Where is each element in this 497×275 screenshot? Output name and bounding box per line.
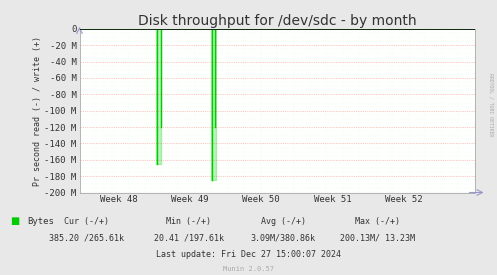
- Text: ■: ■: [10, 216, 19, 226]
- Text: 20.41 /197.61k: 20.41 /197.61k: [154, 233, 224, 242]
- Text: RRDTOOL / TOBI OETIKER: RRDTOOL / TOBI OETIKER: [489, 73, 494, 136]
- Text: Cur (-/+): Cur (-/+): [65, 217, 109, 226]
- Title: Disk throughput for /dev/sdc - by month: Disk throughput for /dev/sdc - by month: [138, 14, 416, 28]
- Text: Min (-/+): Min (-/+): [166, 217, 211, 226]
- Text: 385.20 /265.61k: 385.20 /265.61k: [50, 233, 124, 242]
- Text: Avg (-/+): Avg (-/+): [261, 217, 306, 226]
- Text: Max (-/+): Max (-/+): [355, 217, 400, 226]
- Text: Last update: Fri Dec 27 15:00:07 2024: Last update: Fri Dec 27 15:00:07 2024: [156, 250, 341, 259]
- Y-axis label: Pr second read (-) / write (+): Pr second read (-) / write (+): [33, 36, 42, 186]
- Text: 200.13M/ 13.23M: 200.13M/ 13.23M: [340, 233, 415, 242]
- Text: Munin 2.0.57: Munin 2.0.57: [223, 266, 274, 272]
- Text: 3.09M/380.86k: 3.09M/380.86k: [251, 233, 316, 242]
- Text: Bytes: Bytes: [27, 217, 54, 226]
